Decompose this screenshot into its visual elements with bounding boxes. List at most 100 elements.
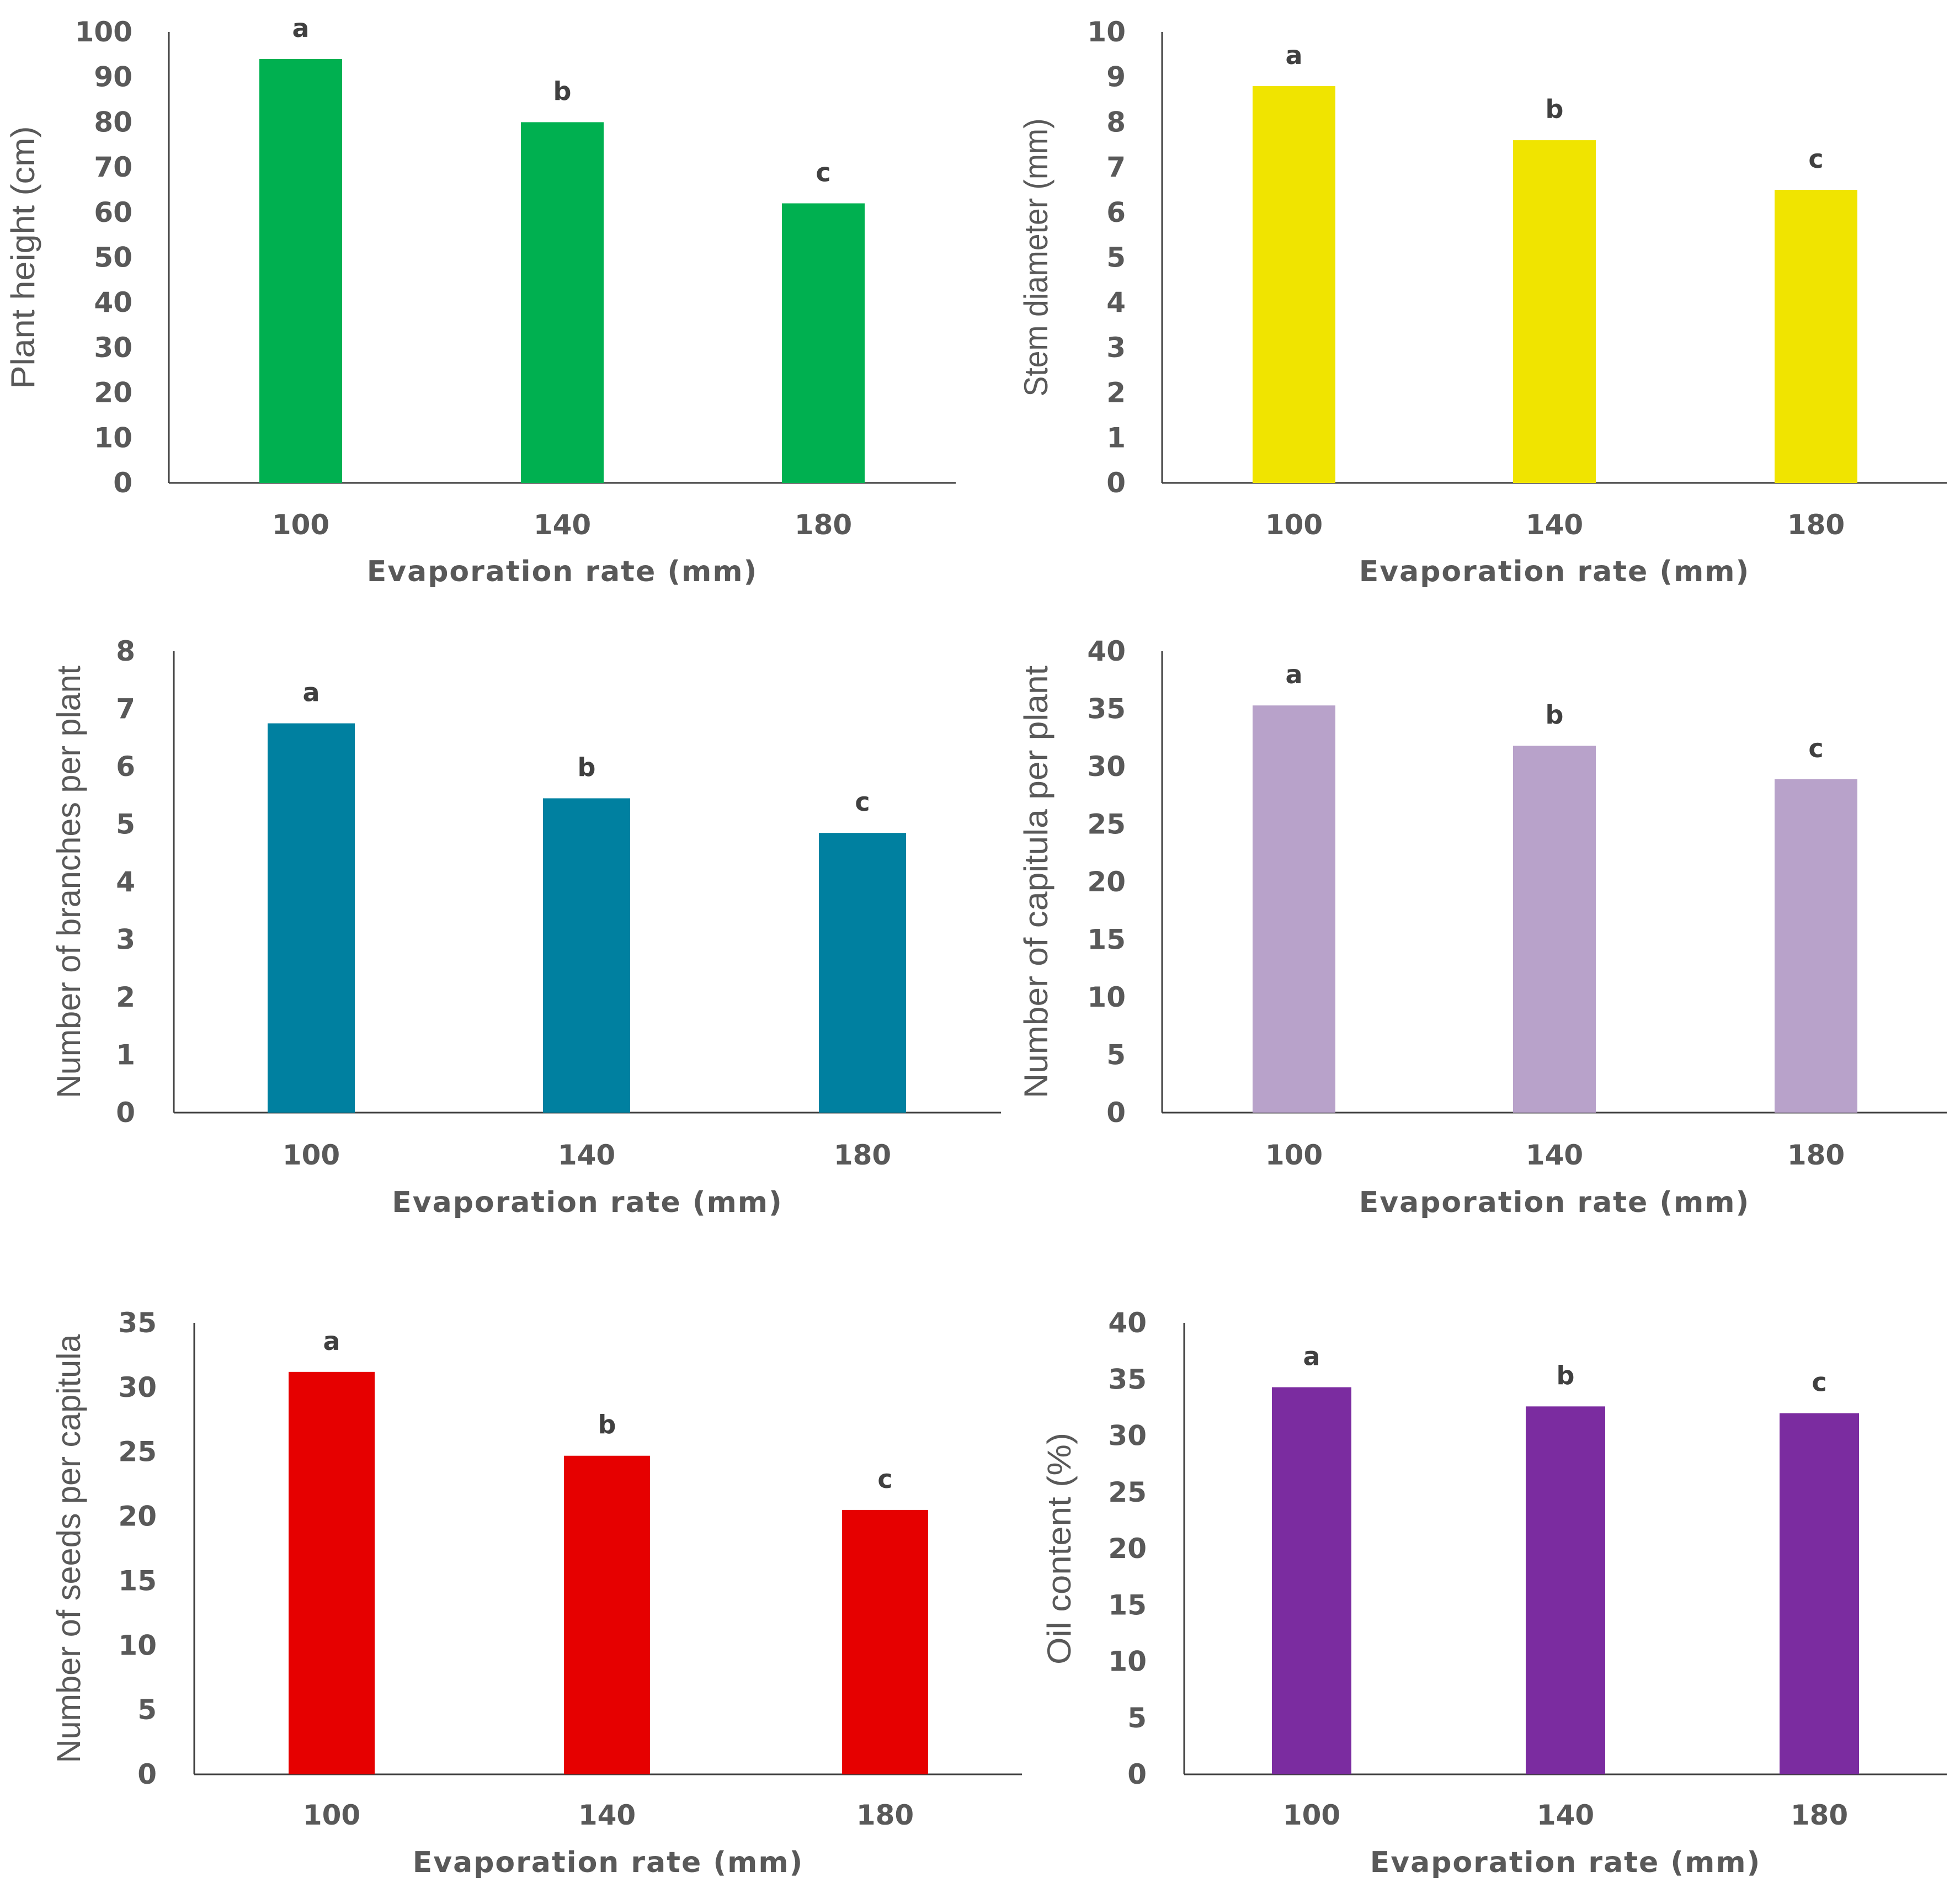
y-tick-label: 9 bbox=[1106, 61, 1126, 93]
bar bbox=[1513, 746, 1596, 1113]
bar bbox=[1513, 140, 1596, 483]
x-tick-label: 100 bbox=[1283, 1799, 1340, 1831]
y-tick-label: 0 bbox=[1127, 1758, 1147, 1790]
x-axis-title: Evaporation rate (mm) bbox=[1370, 1846, 1761, 1879]
y-axis-title: Oil content (%) bbox=[1041, 1433, 1078, 1665]
y-axis-title: Plant height (cm) bbox=[4, 126, 41, 389]
y-tick-label: 35 bbox=[118, 1307, 157, 1339]
significance-label: c bbox=[816, 157, 830, 187]
x-axis-title: Evaporation rate (mm) bbox=[392, 1186, 783, 1219]
x-tick-label: 140 bbox=[1537, 1799, 1594, 1831]
y-tick-label: 10 bbox=[118, 1629, 157, 1661]
significance-label: c bbox=[1812, 1368, 1826, 1397]
chart-panel-4: 0 5 10 15 20 25 30 35 40 a 100 b 140 c 180 Evaporation … bbox=[1018, 635, 1947, 1219]
significance-label: a bbox=[1285, 40, 1302, 70]
bar bbox=[842, 1509, 928, 1774]
chart-panel-1: 0 10 20 30 40 50 60 70 80 90 100 a 100 b 140 c 180 Evapor… bbox=[4, 13, 956, 588]
significance-label: c bbox=[855, 787, 870, 817]
significance-label: b bbox=[598, 1410, 616, 1440]
y-tick-label: 30 bbox=[1087, 751, 1126, 783]
y-tick-label: 100 bbox=[75, 16, 132, 48]
y-tick-label: 7 bbox=[116, 693, 135, 725]
y-tick-label: 4 bbox=[1106, 286, 1126, 318]
y-tick-label: 20 bbox=[118, 1501, 157, 1533]
x-tick-label: 100 bbox=[272, 509, 329, 541]
y-tick-label: 6 bbox=[1106, 196, 1126, 228]
bar bbox=[1253, 86, 1335, 483]
y-tick-label: 20 bbox=[94, 377, 132, 409]
y-tick-label: 40 bbox=[94, 286, 132, 318]
x-tick-label: 100 bbox=[1265, 509, 1323, 541]
significance-label: b bbox=[1557, 1360, 1575, 1390]
bar bbox=[289, 1371, 375, 1774]
significance-label: b bbox=[553, 76, 572, 106]
y-tick-label: 40 bbox=[1108, 1307, 1147, 1339]
x-tick-label: 140 bbox=[578, 1799, 636, 1831]
x-axis-title: Evaporation rate (mm) bbox=[1359, 555, 1750, 588]
y-tick-label: 3 bbox=[116, 924, 135, 956]
x-tick-label: 100 bbox=[1265, 1139, 1323, 1171]
y-tick-label: 6 bbox=[116, 751, 135, 783]
y-axis-title: Number of branches per plant bbox=[50, 666, 87, 1098]
bar bbox=[1272, 1387, 1351, 1774]
y-axis-title: Number of seeds per capitula bbox=[50, 1334, 87, 1763]
bar bbox=[1775, 189, 1857, 483]
y-tick-label: 5 bbox=[116, 809, 135, 841]
y-tick-label: 0 bbox=[137, 1758, 157, 1790]
y-tick-label: 90 bbox=[94, 61, 132, 93]
y-tick-label: 25 bbox=[1087, 809, 1126, 841]
y-tick-label: 30 bbox=[94, 332, 132, 364]
y-tick-label: 30 bbox=[118, 1371, 157, 1403]
chart-panel-6: 0 5 10 15 20 25 30 35 40 a 100 b 140 c 180 Evaporation … bbox=[1041, 1307, 1947, 1879]
significance-label: a bbox=[1303, 1342, 1320, 1371]
y-tick-label: 70 bbox=[94, 151, 132, 183]
x-tick-label: 100 bbox=[303, 1799, 360, 1831]
significance-label: c bbox=[1808, 733, 1823, 763]
x-tick-label: 180 bbox=[1787, 509, 1845, 541]
bar bbox=[521, 122, 604, 483]
x-tick-label: 180 bbox=[856, 1799, 914, 1831]
x-tick-label: 140 bbox=[558, 1139, 615, 1171]
x-axis-title: Evaporation rate (mm) bbox=[413, 1846, 804, 1879]
x-tick-label: 180 bbox=[1787, 1139, 1845, 1171]
x-axis-title: Evaporation rate (mm) bbox=[1359, 1186, 1750, 1219]
bar bbox=[1780, 1413, 1859, 1774]
bar bbox=[259, 59, 342, 483]
bar bbox=[782, 203, 865, 483]
y-tick-label: 8 bbox=[116, 635, 135, 667]
y-tick-label: 5 bbox=[1127, 1702, 1147, 1734]
y-tick-label: 1 bbox=[116, 1039, 135, 1071]
x-tick-label: 140 bbox=[1526, 1139, 1583, 1171]
y-tick-label: 25 bbox=[1108, 1476, 1147, 1508]
y-tick-label: 5 bbox=[137, 1694, 157, 1726]
bar bbox=[268, 723, 355, 1113]
significance-label: c bbox=[877, 1464, 892, 1494]
y-tick-label: 0 bbox=[1106, 1097, 1126, 1129]
x-tick-label: 100 bbox=[283, 1139, 340, 1171]
y-tick-label: 7 bbox=[1106, 151, 1126, 183]
significance-label: a bbox=[1285, 660, 1302, 689]
chart-panel-3: 0 1 2 3 4 5 6 7 8 a 100 b 140 c 180 Evaporation rate (m… bbox=[50, 635, 1001, 1219]
y-tick-label: 10 bbox=[94, 422, 132, 454]
y-tick-label: 0 bbox=[116, 1097, 135, 1129]
x-axis-title: Evaporation rate (mm) bbox=[367, 555, 758, 588]
y-tick-label: 5 bbox=[1106, 1039, 1126, 1071]
y-tick-label: 15 bbox=[1108, 1589, 1147, 1621]
y-tick-label: 2 bbox=[1106, 377, 1126, 409]
y-tick-label: 20 bbox=[1108, 1533, 1147, 1565]
y-tick-label: 15 bbox=[118, 1565, 157, 1597]
significance-label: a bbox=[292, 13, 309, 43]
bar bbox=[819, 833, 906, 1113]
y-tick-label: 2 bbox=[116, 981, 135, 1013]
y-tick-label: 60 bbox=[94, 196, 132, 228]
x-tick-label: 180 bbox=[795, 509, 852, 541]
bar bbox=[543, 798, 630, 1113]
y-tick-label: 0 bbox=[113, 467, 132, 499]
significance-label: a bbox=[323, 1326, 340, 1356]
y-tick-label: 0 bbox=[1106, 467, 1126, 499]
y-tick-label: 10 bbox=[1108, 1646, 1147, 1678]
y-tick-label: 10 bbox=[1087, 981, 1126, 1013]
y-tick-label: 10 bbox=[1087, 16, 1126, 48]
y-tick-label: 5 bbox=[1106, 242, 1126, 274]
